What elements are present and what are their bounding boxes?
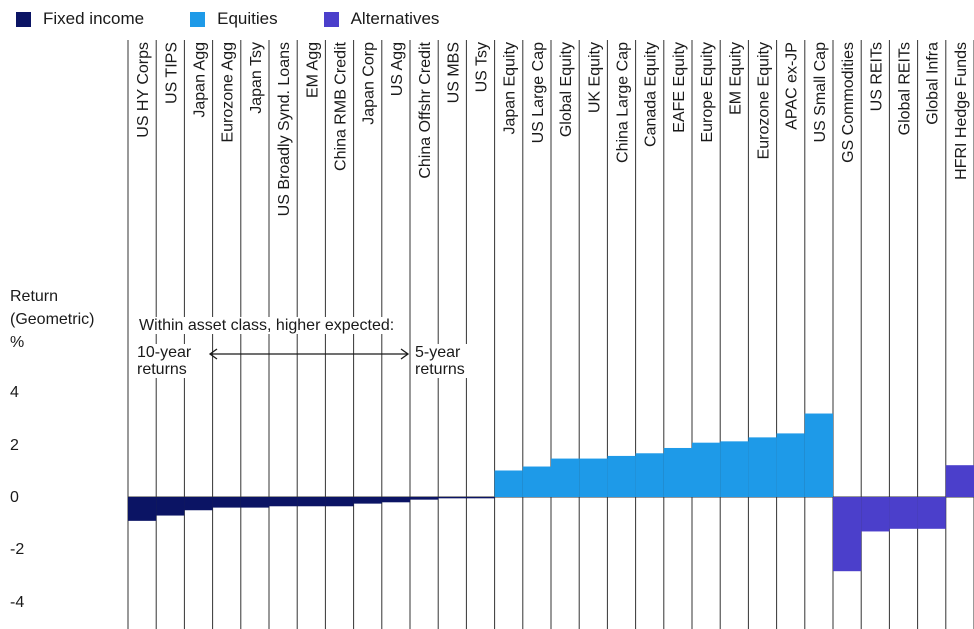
bar [635,453,664,497]
category-label: China Large Cap [615,42,632,163]
category-label: China RMB Credit [333,41,350,170]
bar [494,470,523,497]
legend-label-alternatives: Alternatives [350,9,440,28]
category-label: US REITs [868,42,885,111]
bar [381,497,410,503]
y-tick-label: 2 [10,437,19,454]
category-label: HFRI Hedge Funds [953,42,970,180]
category-label: US HY Corps [135,42,152,138]
bar [325,497,354,507]
annotation-right: 5-year returns [413,344,467,378]
legend: Fixed income Equities Alternatives [16,6,485,32]
bar [269,497,298,507]
category-label: US Agg [389,42,406,96]
category-label: Japan Corp [361,42,378,125]
y-tick-label: -2 [10,541,25,558]
legend-swatch-alternatives [323,11,339,27]
bar [212,497,241,508]
bar [579,458,608,497]
bar [297,497,326,507]
category-label: US MBS [445,42,462,103]
category-label: EM Equity [727,42,744,115]
bar [776,433,805,497]
bar [466,497,495,499]
category-label: China Offshr Credit [417,41,434,178]
category-label: Eurozone Agg [220,42,237,143]
category-label: GS Commodities [840,42,857,163]
bar [184,497,213,511]
bar [128,497,157,521]
annotation-left-line-2: returns [137,361,187,378]
annotation-left: 10-year returns [135,344,194,378]
category-label: Global Infra [925,42,942,125]
y-tick-label: -4 [10,594,25,611]
y-tick-label: 4 [10,384,19,401]
category-label: APAC ex-JP [784,42,801,130]
category-label: EM Agg [304,42,321,98]
category-label: US TIPS [163,42,180,104]
y-axis-label-line-3: % [10,334,25,351]
y-tick-label: 0 [10,489,19,506]
y-axis-label: Return (Geometric) % [10,285,94,354]
bar [522,466,551,497]
bar [240,497,269,508]
annotation-left-line-1: 10-year [137,344,192,361]
category-label: US Large Cap [530,42,547,143]
bar [353,497,382,504]
bar [692,442,721,497]
legend-swatch-equities [190,11,206,27]
legend-item-alternatives: Alternatives [323,9,440,29]
y-axis-label-line-1: Return [10,288,59,305]
category-label: Global REITs [897,42,914,135]
bar [438,497,467,499]
legend-label-fixed-income: Fixed income [43,9,145,28]
annotation-right-line-2: returns [415,361,465,378]
category-label: US Small Cap [812,42,829,143]
bar [833,497,862,572]
category-label: Japan Equity [502,42,519,135]
bar [156,497,185,516]
annotation-right-line-1: 5-year [415,344,461,361]
category-label: Global Equity [558,42,575,137]
category-label: UK Equity [586,42,603,113]
bar [748,437,777,497]
bar [410,497,439,500]
bar [607,455,636,497]
category-label: Japan Tsy [248,42,265,114]
bar [804,413,833,497]
bar [551,458,580,497]
legend-item-fixed-income: Fixed income [16,9,144,29]
category-label: US Broadly Synd. Loans [276,42,293,216]
legend-label-equities: Equities [217,9,278,28]
bar [861,497,890,532]
category-label: US Tsy [474,42,491,92]
category-label: Japan Agg [192,42,209,118]
bar [945,465,974,497]
y-axis-label-line-2: (Geometric) [10,311,95,328]
bar [889,497,918,529]
category-label: Eurozone Equity [756,42,773,159]
category-label: EAFE Equity [671,42,688,133]
bar [917,497,946,529]
bar [663,447,692,497]
category-label: Canada Equity [643,42,660,147]
legend-swatch-fixed-income [16,11,31,27]
category-label: Europe Equity [699,42,716,143]
legend-item-equities: Equities [190,9,278,29]
annotation-title: Within asset class, higher expected: [137,317,397,334]
bar [720,441,749,497]
